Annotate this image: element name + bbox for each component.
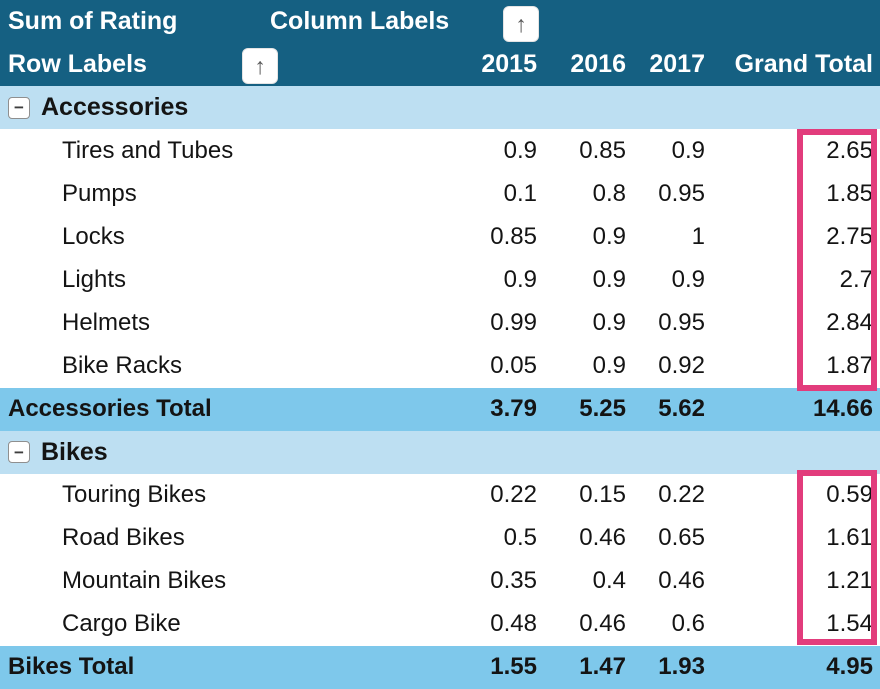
row-label[interactable]: Lights — [62, 265, 127, 293]
row-label[interactable]: Cargo Bike — [62, 610, 181, 638]
value-cell[interactable]: 0.22 — [658, 481, 705, 509]
value-cell[interactable]: 0.22 — [490, 481, 537, 509]
value-cell[interactable]: 0.9 — [503, 136, 537, 164]
column-header-2016[interactable]: 2016 — [570, 50, 626, 79]
total-row-label[interactable]: Accessories Total — [8, 395, 212, 423]
table-row: Pumps 0.1 0.8 0.95 1.85 — [0, 172, 880, 216]
row-labels-label[interactable]: Row Labels — [8, 50, 147, 79]
table-row: Tires and Tubes 0.9 0.85 0.9 2.65 — [0, 129, 880, 173]
table-row: Cargo Bike 0.48 0.46 0.6 1.54 — [0, 602, 880, 646]
grand-total-cell[interactable]: 1.54 — [826, 610, 873, 638]
value-cell[interactable]: 0.95 — [658, 308, 705, 336]
value-cell[interactable]: 0.35 — [490, 567, 537, 595]
up-arrow-icon: ↑ — [254, 52, 266, 79]
grand-total-cell[interactable]: 1.85 — [826, 179, 873, 207]
header-row-1-left: Sum of Rating Column Labels — [0, 0, 880, 43]
value-cell[interactable]: 0.99 — [490, 308, 537, 336]
grand-total-cell[interactable]: 0.59 — [826, 481, 873, 509]
table-row: Mountain Bikes 0.35 0.4 0.46 1.21 — [0, 559, 880, 603]
value-field-label[interactable]: Sum of Rating — [8, 7, 178, 36]
value-cell[interactable]: 0.95 — [658, 179, 705, 207]
column-header-2017[interactable]: 2017 — [649, 50, 705, 79]
value-cell[interactable]: 0.48 — [490, 610, 537, 638]
total-value-cell[interactable]: 5.62 — [658, 395, 705, 423]
row-label[interactable]: Helmets — [62, 308, 151, 336]
value-cell[interactable]: 0.65 — [658, 524, 705, 552]
group-header-accessories[interactable]: − Accessories — [0, 86, 880, 130]
table-row: Helmets 0.99 0.9 0.95 2.84 — [0, 301, 880, 345]
row-label[interactable]: Tires and Tubes — [62, 136, 234, 164]
total-row-label[interactable]: Bikes Total — [8, 653, 135, 681]
collapse-icon[interactable]: − — [8, 96, 30, 119]
value-cell[interactable]: 0.46 — [579, 610, 626, 638]
group-name[interactable]: Bikes — [41, 437, 108, 466]
value-cell[interactable]: 0.9 — [503, 265, 537, 293]
total-grand-total-cell[interactable]: 14.66 — [812, 395, 873, 423]
value-cell[interactable]: 0.9 — [671, 265, 705, 293]
group-name[interactable]: Accessories — [41, 93, 189, 122]
column-labels-filter-button[interactable]: ↑ — [503, 6, 539, 42]
group-header-bikes[interactable]: − Bikes — [0, 430, 880, 474]
grand-total-cell[interactable]: 1.87 — [826, 352, 873, 380]
total-value-cell[interactable]: 1.93 — [658, 653, 705, 681]
row-label[interactable]: Locks — [62, 222, 125, 250]
table-row: Locks 0.85 0.9 1 2.75 — [0, 215, 880, 259]
value-cell[interactable]: 0.15 — [579, 481, 626, 509]
value-cell[interactable]: 0.92 — [658, 352, 705, 380]
table-row: Road Bikes 0.5 0.46 0.65 1.61 — [0, 516, 880, 560]
group-header-accessories-label-cell: − Accessories — [0, 86, 880, 129]
group-header-bikes-label-cell: − Bikes — [0, 431, 880, 474]
total-value-cell[interactable]: 5.25 — [579, 395, 626, 423]
value-cell[interactable]: 0.9 — [671, 136, 705, 164]
total-value-cell[interactable]: 1.47 — [579, 653, 626, 681]
row-label[interactable]: Touring Bikes — [62, 481, 207, 509]
value-cell[interactable]: 0.9 — [592, 308, 626, 336]
value-cell[interactable]: 0.5 — [503, 524, 537, 552]
grand-total-cell[interactable]: 2.75 — [826, 222, 873, 250]
table-row: Touring Bikes 0.22 0.15 0.22 0.59 — [0, 473, 880, 517]
column-header-grand-total[interactable]: Grand Total — [734, 50, 873, 79]
row-label[interactable]: Mountain Bikes — [62, 567, 227, 595]
collapse-icon[interactable]: − — [8, 441, 30, 464]
value-cell[interactable]: 0.05 — [490, 352, 537, 380]
value-cell[interactable]: 1 — [691, 222, 705, 250]
table-row: Bike Racks 0.05 0.9 0.92 1.87 — [0, 344, 880, 388]
value-cell[interactable]: 0.9 — [592, 222, 626, 250]
accessories-total-row: Accessories Total 3.79 5.25 5.62 14.66 — [0, 387, 880, 431]
grand-total-cell[interactable]: 2.7 — [839, 265, 873, 293]
pivot-header-row-1: Sum of Rating Column Labels — [0, 0, 880, 44]
grand-total-cell[interactable]: 2.84 — [826, 308, 873, 336]
value-cell[interactable]: 0.46 — [658, 567, 705, 595]
table-row: Lights 0.9 0.9 0.9 2.7 — [0, 258, 880, 302]
grand-total-cell[interactable]: 2.65 — [826, 136, 873, 164]
row-labels-filter-button[interactable]: ↑ — [242, 48, 278, 84]
value-cell[interactable]: 0.85 — [579, 136, 626, 164]
pivot-header-row-2: Row Labels 2015 2016 2017 Grand Total — [0, 43, 880, 87]
total-grand-total-cell[interactable]: 4.95 — [826, 653, 873, 681]
total-value-cell[interactable]: 1.55 — [490, 653, 537, 681]
value-cell[interactable]: 0.8 — [592, 179, 626, 207]
value-cell[interactable]: 0.4 — [592, 567, 626, 595]
value-cell[interactable]: 0.9 — [592, 265, 626, 293]
value-cell[interactable]: 0.46 — [579, 524, 626, 552]
column-labels-label[interactable]: Column Labels — [270, 7, 450, 36]
total-value-cell[interactable]: 3.79 — [490, 395, 537, 423]
up-arrow-icon: ↑ — [515, 10, 527, 37]
row-label[interactable]: Road Bikes — [62, 524, 185, 552]
value-cell[interactable]: 0.85 — [490, 222, 537, 250]
column-header-2015[interactable]: 2015 — [481, 50, 537, 79]
row-label[interactable]: Pumps — [62, 179, 137, 207]
grand-total-cell[interactable]: 1.61 — [826, 524, 873, 552]
bikes-total-row: Bikes Total 1.55 1.47 1.93 4.95 — [0, 645, 880, 689]
value-cell[interactable]: 0.6 — [671, 610, 705, 638]
value-cell[interactable]: 0.1 — [503, 179, 537, 207]
row-label[interactable]: Bike Racks — [62, 352, 183, 380]
grand-total-cell[interactable]: 1.21 — [826, 567, 873, 595]
value-cell[interactable]: 0.9 — [592, 352, 626, 380]
